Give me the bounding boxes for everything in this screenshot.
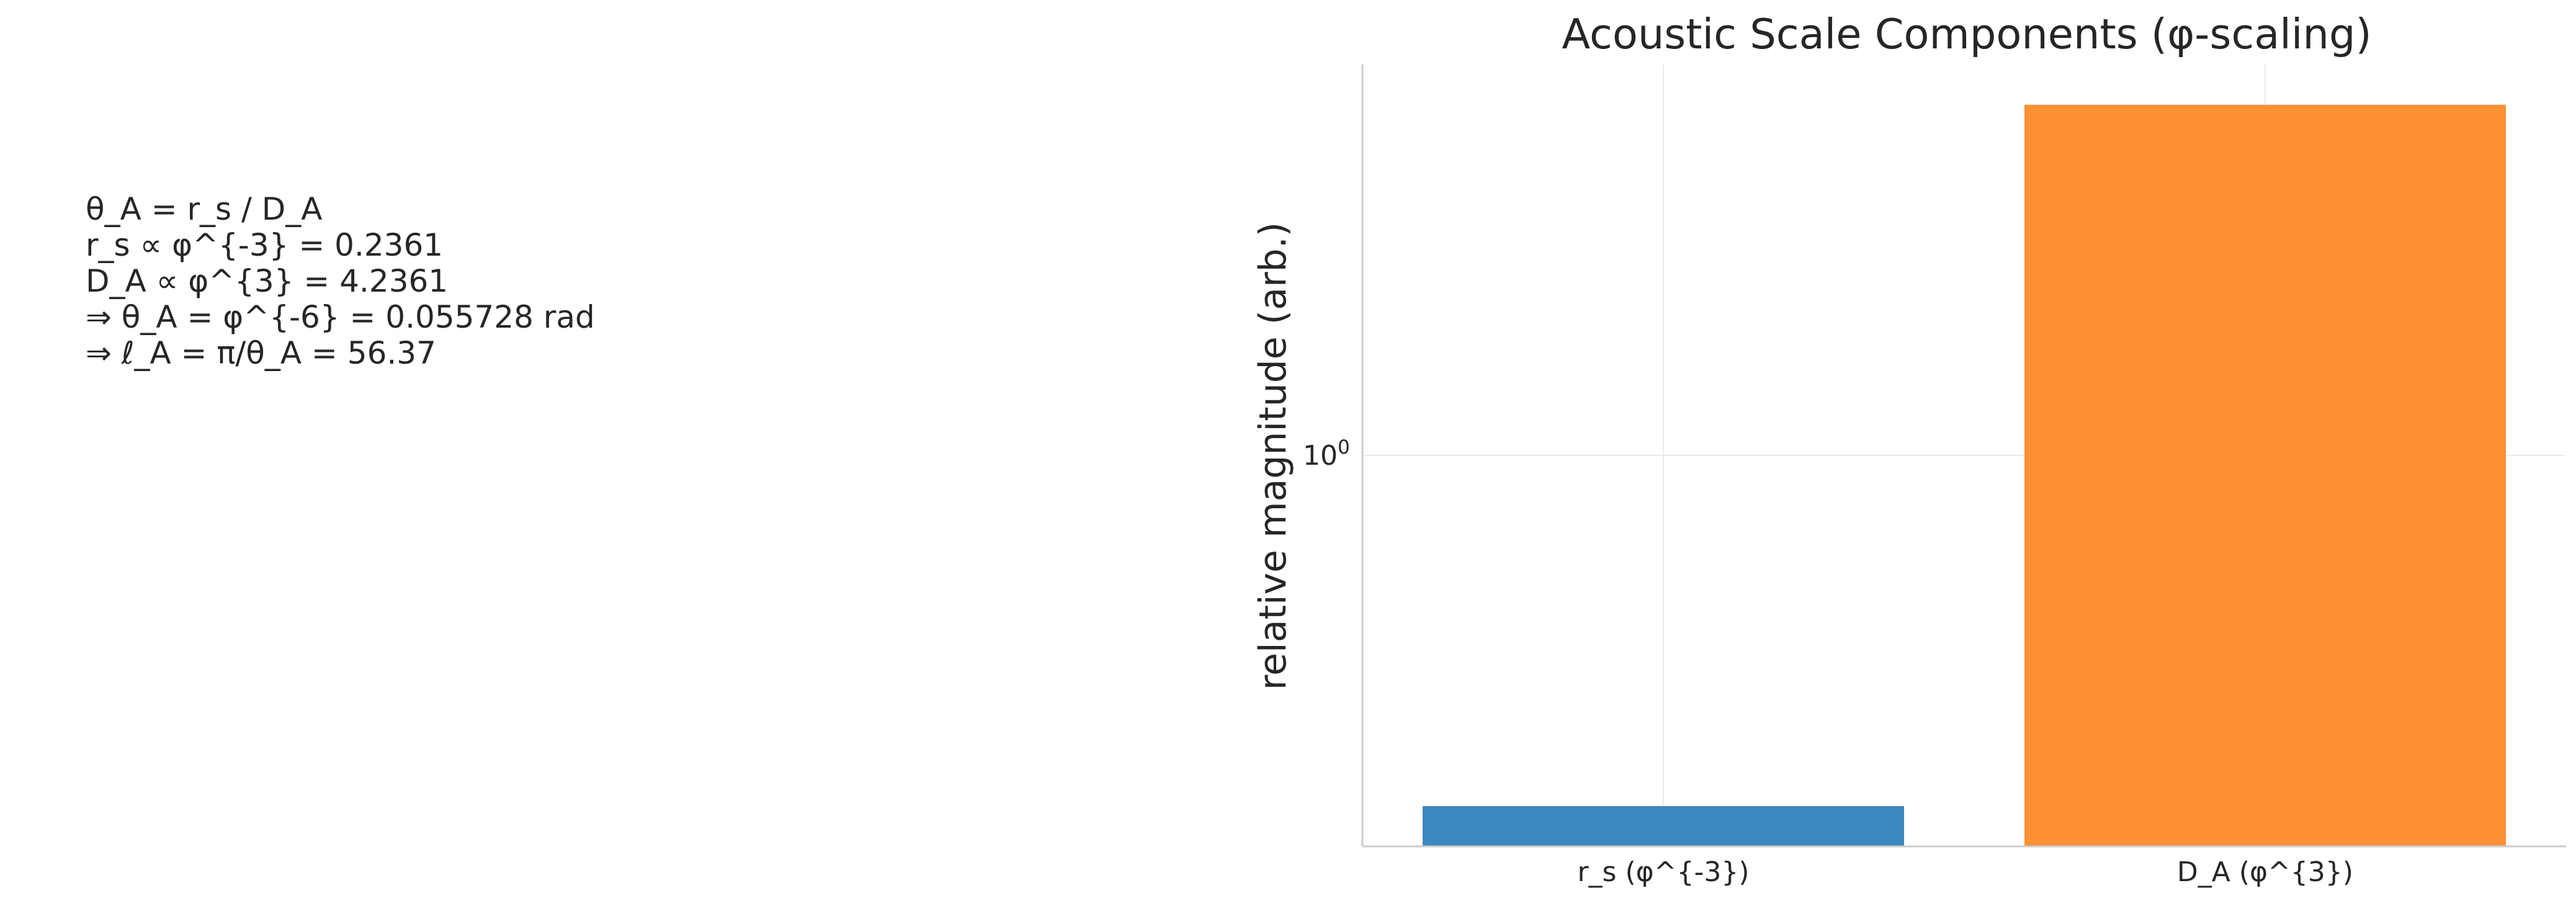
y-axis-label: relative magnitude (arb.) [1251,222,1295,690]
y-tick-label: 100 [1303,436,1350,472]
annotation-line: θ_A = r_s / D_A [86,191,322,227]
annotation-line: ⇒ θ_A = φ^{-6} = 0.055728 rad [86,299,595,335]
x-ticks: r_s (φ^{-3}) D_A (φ^{3}) [1577,856,2353,888]
x-tick-label: r_s (φ^{-3}) [1577,856,1749,888]
annotation-text-block: θ_A = r_s / D_A r_s ∝ φ^{-3} = 0.2361 D_… [86,191,595,371]
x-tick-label: D_A (φ^{3}) [2177,856,2353,888]
bar-chart: Acoustic Scale Components (φ-scaling) re… [1251,10,2566,888]
bar [2024,104,2506,846]
bars [1423,104,2506,846]
annotation-line: D_A ∝ φ^{3} = 4.2361 [86,263,448,299]
annotation-line: ⇒ ℓ_A = π/θ_A = 56.37 [86,335,436,371]
bar [1423,806,1904,846]
chart-title: Acoustic Scale Components (φ-scaling) [1562,10,2371,58]
annotation-line: r_s ∝ φ^{-3} = 0.2361 [86,227,443,263]
y-ticks: 100 [1303,436,1350,472]
